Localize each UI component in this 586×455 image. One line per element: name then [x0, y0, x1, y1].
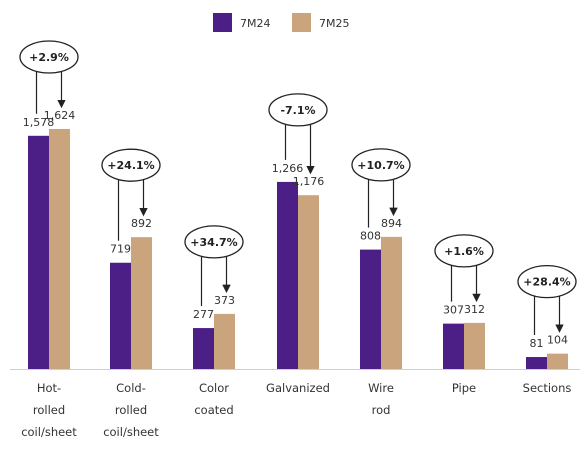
annotation-bubble-1 [101, 148, 161, 182]
value-label-7m24-6: 81 [530, 337, 544, 350]
bar-7m24-5 [443, 323, 464, 369]
annotation-text-3: -7.1% [280, 104, 315, 117]
value-label-7m25-6: 104 [547, 334, 568, 347]
annotation-bubble-0 [19, 40, 79, 74]
annotation-text-6: +28.4% [523, 276, 570, 289]
category-label-4-0: Wire [368, 381, 394, 395]
value-label-7m24-3: 1,266 [272, 162, 304, 175]
annotation-bubble-2 [184, 225, 244, 259]
category-label-2-1: coated [194, 403, 233, 417]
value-label-7m24-4: 808 [360, 230, 381, 243]
bar-7m24-0 [28, 135, 49, 369]
category-label-0-1: rolled [33, 403, 65, 417]
annotations: +2.9% +24.1% +34.7% -7.1% +10.7% +1.6% +28.4% [19, 40, 577, 336]
value-label-7m25-5: 312 [464, 303, 485, 316]
bar-7m24-2 [193, 328, 214, 369]
bar-7m25-3 [298, 195, 319, 369]
legend-label-7m25: 7M25 [319, 17, 350, 30]
category-label-1-1: rolled [115, 403, 147, 417]
bar-7m24-6 [526, 357, 547, 369]
bar-7m25-0 [49, 129, 70, 369]
bar-7m25-1 [131, 237, 152, 369]
category-label-1-0: Cold- [116, 381, 146, 395]
bar-7m24-1 [110, 262, 131, 369]
annotation-bubble-5 [434, 234, 494, 268]
value-label-7m25-2: 373 [214, 294, 235, 307]
annotation-bubble-4 [351, 148, 411, 182]
legend-swatch-7m24 [213, 13, 232, 32]
bars [28, 129, 568, 369]
legend-swatch-7m25 [292, 13, 311, 32]
annotation-text-2: +34.7% [190, 236, 237, 249]
category-label-4-1: rod [372, 403, 391, 417]
value-label-7m24-0: 1,578 [23, 116, 55, 129]
value-label-7m24-1: 719 [110, 243, 131, 256]
legend: 7M24 7M25 [213, 13, 350, 32]
category-label-6-0: Sections [523, 381, 572, 395]
bar-7m24-4 [360, 249, 381, 369]
bar-7m25-4 [381, 236, 402, 369]
category-label-3-0: Galvanized [266, 381, 330, 395]
category-label-0-2: coil/sheet [21, 425, 77, 439]
annotation-text-1: +24.1% [107, 159, 154, 172]
bar-7m25-5 [464, 322, 485, 369]
annotation-text-5: +1.6% [444, 245, 484, 258]
value-label-7m24-2: 277 [193, 308, 214, 321]
annotation-text-4: +10.7% [357, 159, 404, 172]
category-label-0-0: Hot- [37, 381, 61, 395]
legend-label-7m24: 7M24 [240, 17, 271, 30]
annotation-bubble-6 [517, 264, 577, 299]
bar-7m25-2 [214, 313, 235, 369]
category-label-2-0: Color [199, 381, 229, 395]
bar-7m24-3 [277, 181, 298, 369]
value-label-7m24-5: 307 [443, 304, 464, 317]
category-label-5-0: Pipe [452, 381, 476, 395]
value-label-7m25-4: 894 [381, 217, 402, 230]
value-label-7m25-1: 892 [131, 217, 152, 230]
annotation-text-0: +2.9% [29, 51, 69, 64]
annotation-bubble-3 [268, 93, 328, 127]
category-label-1-2: coil/sheet [103, 425, 159, 439]
bar-7m25-6 [547, 353, 568, 369]
value-label-7m25-0: 1,624 [44, 109, 76, 122]
value-label-7m25-3: 1,176 [293, 175, 325, 188]
